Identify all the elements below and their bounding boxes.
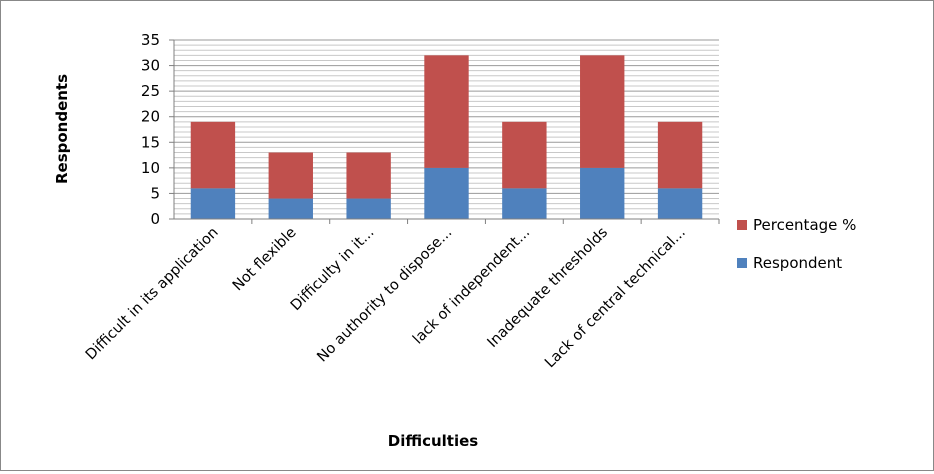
bar-respondent-1: [268, 198, 313, 219]
legend: Percentage % Respondent: [737, 216, 856, 272]
y-tick-label: 35: [141, 31, 160, 49]
y-tick-label: 5: [150, 184, 160, 202]
y-tick-label: 25: [141, 82, 160, 100]
bar-respondent-6: [657, 188, 703, 219]
legend-swatch: [737, 258, 747, 268]
category-label: Difficult in its application: [83, 225, 222, 364]
legend-label: Percentage %: [753, 216, 856, 234]
y-tick-label: 30: [141, 57, 160, 75]
category-labels: Difficult in its application Not flexible…: [83, 224, 689, 371]
y-axis-title: Respondents: [53, 74, 71, 184]
bar-percentage-0: [190, 121, 236, 189]
y-tick-label: 0: [150, 210, 160, 228]
y-tick-labels: 0 5 10 15 20 25 30 35: [141, 31, 160, 228]
axes: [169, 39, 720, 224]
bar-respondent-2: [346, 198, 391, 219]
bar-percentage-1: [268, 152, 313, 199]
bar-percentage-5: [580, 55, 625, 168]
legend-label: Respondent: [753, 254, 842, 272]
category-label: No authority to dispose...: [314, 225, 455, 366]
bar-percentage-2: [346, 152, 391, 199]
bar-respondent-3: [424, 167, 469, 219]
bar-respondent-0: [190, 188, 236, 219]
y-tick-label: 10: [141, 159, 160, 177]
category-label: Difficulty in it...: [288, 225, 378, 315]
category-label: Lack of central technical...: [542, 225, 689, 372]
bar-percentage-3: [424, 55, 469, 168]
bar-respondent-4: [502, 188, 547, 219]
y-tick-label: 20: [141, 108, 160, 126]
bar-respondent-5: [580, 167, 625, 219]
bar-percentage-6: [657, 121, 703, 189]
bar-percentage-4: [502, 121, 547, 189]
x-axis-title: Difficulties: [388, 432, 479, 450]
bars: [190, 55, 703, 219]
legend-swatch: [737, 220, 747, 230]
y-tick-label: 15: [141, 133, 160, 151]
category-label: Not flexible: [230, 224, 300, 294]
